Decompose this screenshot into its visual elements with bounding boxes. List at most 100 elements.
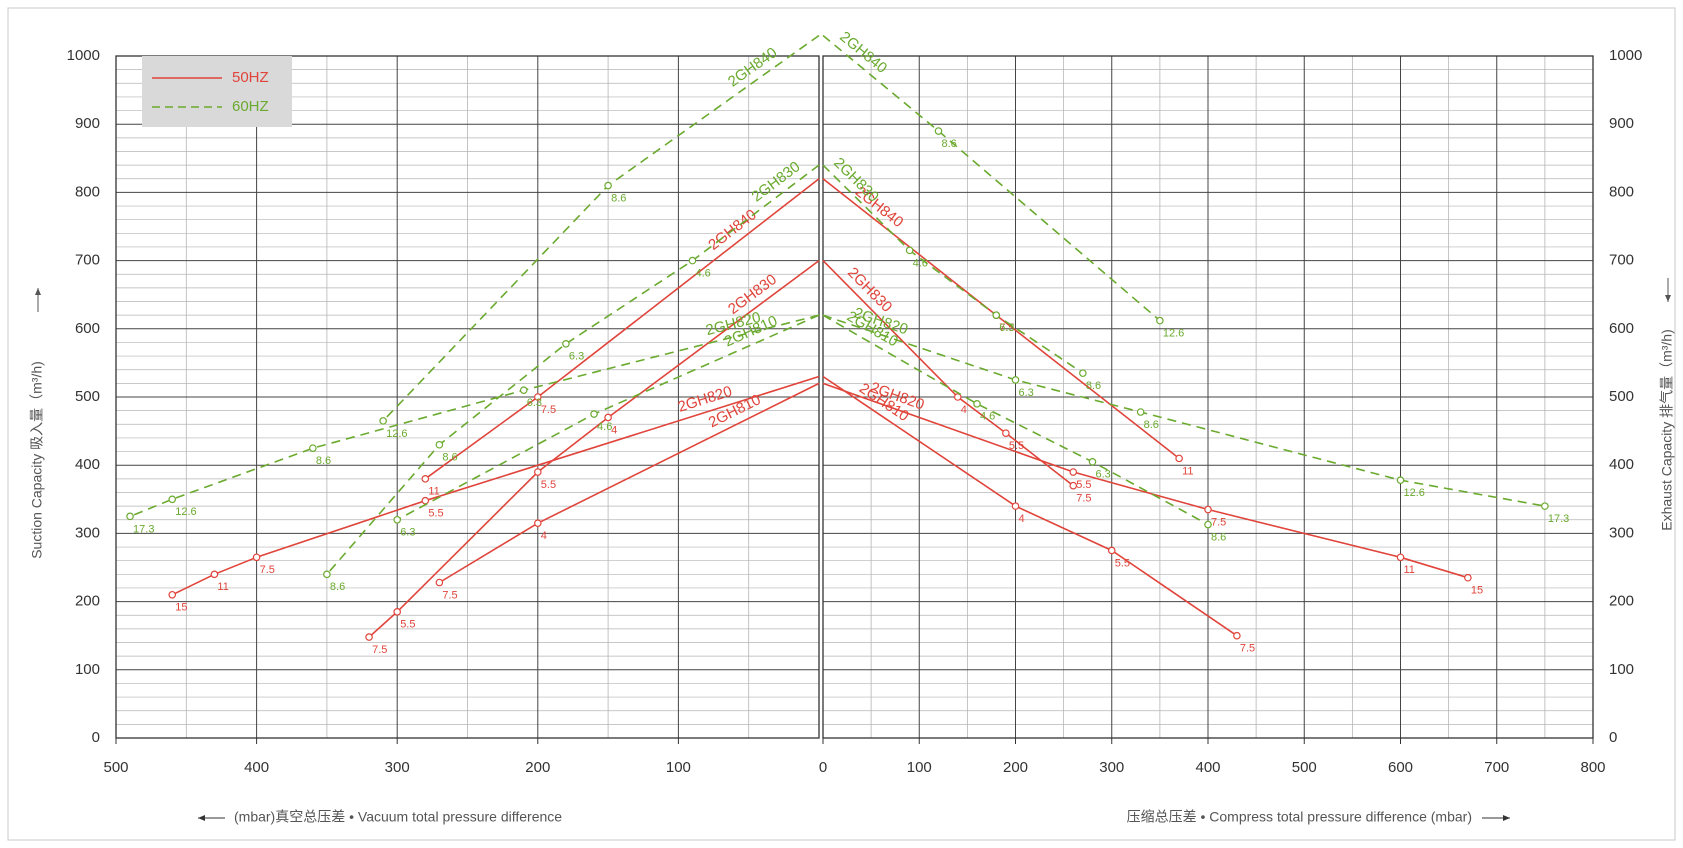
point-marker — [435, 578, 444, 587]
point-marker — [533, 393, 542, 401]
arrow-head — [35, 288, 41, 295]
x-tick-label: 100 — [666, 759, 691, 776]
point-marker — [1136, 408, 1145, 416]
y-tick-label: 100 — [75, 661, 100, 678]
point-marker — [973, 400, 981, 408]
point-marker — [1396, 476, 1405, 485]
point-label: 7.5 — [442, 589, 457, 601]
arrow-head — [198, 815, 205, 821]
point-marker — [1396, 553, 1405, 562]
point-marker — [934, 127, 943, 135]
point-label: 4.6 — [913, 257, 928, 269]
point-label: 8.6 — [330, 581, 345, 593]
point-marker — [1204, 505, 1212, 514]
point-label: 8.6 — [1086, 380, 1101, 392]
point-label: 11 — [217, 581, 228, 593]
legend-box — [142, 56, 292, 127]
point-label: 11 — [428, 486, 439, 498]
point-marker — [168, 495, 177, 504]
x-tick-label: 100 — [907, 759, 932, 776]
point-label: 12.6 — [175, 506, 196, 518]
x-tick-label: 800 — [1580, 759, 1605, 776]
point-marker — [1204, 520, 1212, 529]
point-marker — [379, 417, 387, 425]
point-marker — [1069, 481, 1078, 490]
point-marker — [1011, 502, 1020, 510]
point-label: 4 — [1019, 513, 1025, 525]
point-label: 5.5 — [400, 619, 415, 631]
point-label: 7.5 — [372, 644, 387, 656]
point-marker — [1541, 502, 1549, 510]
point-marker — [533, 519, 542, 527]
grid — [115, 55, 1594, 744]
y-tick-label: 100 — [1609, 661, 1634, 678]
y-axis-label: Exhaust Capacity 排气量（m³/h) — [1659, 329, 1675, 531]
y-tick-label: 0 — [1609, 729, 1617, 746]
point-marker — [1464, 573, 1472, 582]
point-label: 6.3 — [527, 397, 542, 409]
point-label: 12.6 — [386, 428, 407, 440]
y-tick-label: 700 — [75, 252, 100, 269]
y-tick-label: 900 — [75, 115, 100, 132]
point-label: 5.5 — [541, 479, 556, 491]
point-marker — [1175, 454, 1183, 463]
point-label: 4.6 — [695, 268, 710, 280]
point-label: 5.5 — [428, 508, 443, 520]
point-label: 4 — [611, 424, 617, 436]
point-label: 7.5 — [260, 564, 275, 576]
x-tick-label: 300 — [1099, 759, 1124, 776]
point-label: 11 — [1404, 564, 1415, 576]
x-tick-label: 200 — [1003, 759, 1028, 776]
point-marker — [393, 608, 402, 616]
point-marker — [435, 440, 444, 449]
x-tick-label: 500 — [103, 759, 128, 776]
y-tick-label: 200 — [75, 593, 100, 610]
arrow-head — [1503, 815, 1510, 821]
point-label: 11 — [1182, 465, 1193, 477]
point-marker — [168, 590, 177, 599]
curve — [822, 260, 1074, 487]
point-label: 4 — [961, 404, 967, 416]
point-label: 6.3 — [1096, 469, 1111, 481]
point-label: 6.3 — [999, 322, 1014, 334]
point-label: 8.6 — [1144, 419, 1159, 431]
curve — [129, 314, 820, 518]
x-tick-label: 400 — [244, 759, 269, 776]
point-label: 17.3 — [1548, 513, 1569, 525]
point-label: 15 — [1471, 585, 1483, 597]
point-marker — [1088, 457, 1097, 466]
x-tick-label: 600 — [1388, 759, 1413, 776]
point-marker — [905, 246, 914, 255]
point-marker — [1107, 546, 1116, 555]
point-label: 8.6 — [1211, 531, 1226, 543]
point-marker — [1002, 429, 1010, 437]
point-marker — [562, 340, 570, 348]
point-label: 12.6 — [1163, 328, 1184, 340]
point-label: 7.5 — [1240, 643, 1255, 655]
point-marker — [309, 444, 317, 452]
curve — [822, 34, 1161, 322]
point-label: 5.5 — [1076, 479, 1091, 491]
point-label: 7.5 — [1211, 516, 1226, 528]
x-tick-label: 400 — [1195, 759, 1220, 776]
point-marker — [590, 410, 598, 418]
point-label: 6.3 — [569, 351, 584, 363]
point-label: 17.3 — [133, 523, 154, 535]
y-tick-label: 500 — [1609, 388, 1634, 405]
point-label: 8.6 — [442, 452, 457, 464]
y-tick-label: 700 — [1609, 252, 1634, 269]
point-label: 7.5 — [541, 404, 556, 416]
x-tick-label: 500 — [1292, 759, 1317, 776]
point-label: 5.5 — [1009, 440, 1024, 452]
point-label: 4.6 — [980, 411, 995, 423]
point-label: 12.6 — [1404, 487, 1425, 499]
point-marker — [992, 311, 1001, 319]
y-tick-label: 900 — [1609, 115, 1634, 132]
point-label: 8.6 — [316, 455, 331, 467]
plot-border — [822, 55, 1594, 739]
point-marker — [421, 496, 430, 505]
x-tick-label: 200 — [525, 759, 550, 776]
point-label: 5.5 — [1115, 557, 1130, 569]
point-marker — [210, 570, 219, 579]
